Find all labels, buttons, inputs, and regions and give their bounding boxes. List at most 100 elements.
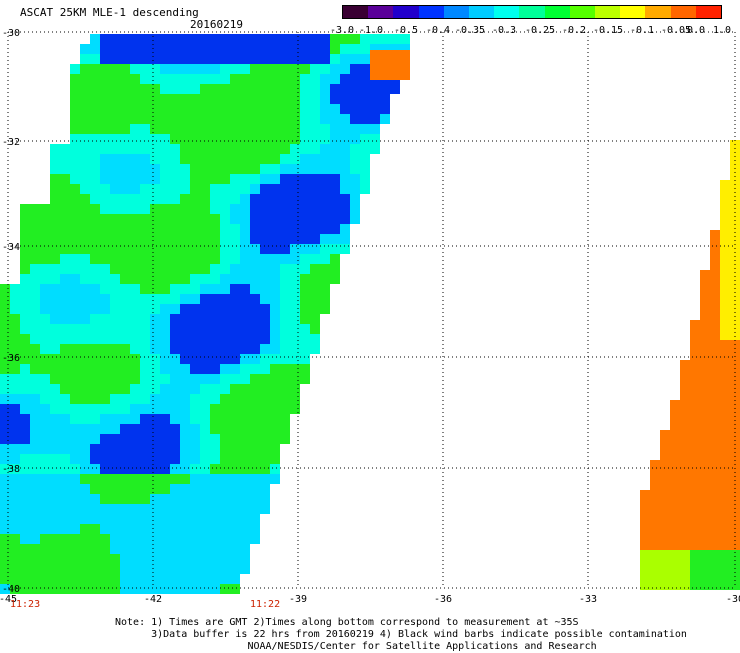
swath-cell <box>710 450 720 460</box>
swath-cell <box>170 474 180 484</box>
note-line-2: 3)Data buffer is 22 hrs from 20160219 4)… <box>115 629 687 640</box>
swath-cell <box>300 74 310 84</box>
swath-cell <box>120 494 130 504</box>
swath-cell <box>140 274 150 284</box>
swath-cell <box>160 344 170 354</box>
swath-cell <box>70 184 80 194</box>
swath-cell <box>100 514 110 524</box>
swath-cell <box>170 314 180 324</box>
swath-cell <box>170 114 180 124</box>
swath-cell <box>210 394 220 404</box>
swath-cell <box>680 480 690 490</box>
swath-cell <box>220 224 230 234</box>
swath-cell <box>230 114 240 124</box>
swath-cell <box>100 404 110 414</box>
swath-cell <box>140 374 150 384</box>
swath-cell <box>170 224 180 234</box>
swath-cell <box>180 134 190 144</box>
swath-cell <box>250 514 260 524</box>
swath-cell <box>190 344 200 354</box>
swath-cell <box>240 434 250 444</box>
swath-cell <box>210 584 220 594</box>
swath-cell <box>30 544 40 554</box>
swath-cell <box>120 124 130 134</box>
swath-cell <box>100 194 110 204</box>
swath-cell <box>190 544 200 554</box>
swath-cell <box>80 134 90 144</box>
swath-cell <box>70 174 80 184</box>
swath-cell <box>380 104 390 114</box>
swath-cell <box>190 94 200 104</box>
swath-cell <box>340 194 350 204</box>
swath-cell <box>270 404 280 414</box>
swath-cell <box>0 444 10 454</box>
swath-cell <box>250 324 260 334</box>
swath-cell <box>120 294 130 304</box>
swath-cell <box>340 114 350 124</box>
swath-cell <box>130 264 140 274</box>
swath-cell <box>30 234 40 244</box>
swath-cell <box>200 414 210 424</box>
swath-cell <box>220 444 230 454</box>
colorbar-swatch <box>645 6 671 18</box>
swath-cell <box>280 314 290 324</box>
swath-cell <box>20 544 30 554</box>
swath-cell <box>160 524 170 534</box>
swath-cell <box>170 254 180 264</box>
swath-cell <box>160 334 170 344</box>
colorbar-label: -0.4 <box>425 25 451 36</box>
swath-cell <box>170 334 180 344</box>
swath-cell <box>70 64 80 74</box>
swath-cell <box>70 224 80 234</box>
swath-cell <box>210 64 220 74</box>
swath-cell <box>70 124 80 134</box>
swath-cell <box>720 290 730 300</box>
swath-cell <box>170 244 180 254</box>
swath-cell <box>200 534 210 544</box>
swath-cell <box>120 244 130 254</box>
swath-cell <box>0 354 10 364</box>
swath-cell <box>290 244 300 254</box>
swath-cell <box>210 84 220 94</box>
swath-cell <box>260 254 270 264</box>
swath-cell <box>10 324 20 334</box>
swath-cell <box>110 444 120 454</box>
swath-cell <box>120 514 130 524</box>
swath-cell <box>280 154 290 164</box>
swath-cell <box>230 344 240 354</box>
swath-cell <box>280 224 290 234</box>
swath-cell <box>210 344 220 354</box>
swath-cell <box>60 384 70 394</box>
colorbar-swatch <box>519 6 545 18</box>
swath-cell <box>690 330 700 340</box>
swath-cell <box>180 554 190 564</box>
swath-cell <box>160 224 170 234</box>
swath-cell <box>90 554 100 564</box>
swath-cell <box>220 524 230 534</box>
swath-cell <box>140 354 150 364</box>
swath-cell <box>50 144 60 154</box>
swath-cell <box>170 164 180 174</box>
swath-cell <box>290 394 300 404</box>
swath-cell <box>290 104 300 114</box>
swath-cell <box>120 84 130 94</box>
swath-cell <box>730 190 740 200</box>
swath-cell <box>150 244 160 254</box>
swath-cell <box>180 474 190 484</box>
swath-cell <box>220 194 230 204</box>
swath-cell <box>220 564 230 574</box>
swath-cell <box>160 414 170 424</box>
swath-cell <box>220 304 230 314</box>
swath-cell <box>180 104 190 114</box>
swath-cell <box>660 480 670 490</box>
swath-cell <box>10 394 20 404</box>
swath-cell <box>80 304 90 314</box>
swath-cell <box>240 64 250 74</box>
swath-cell <box>710 280 720 290</box>
swath-cell <box>650 500 660 510</box>
swath-cell <box>690 550 700 560</box>
swath-cell <box>660 490 670 500</box>
swath-cell <box>70 334 80 344</box>
swath-cell <box>300 284 310 294</box>
swath-cell <box>220 404 230 414</box>
